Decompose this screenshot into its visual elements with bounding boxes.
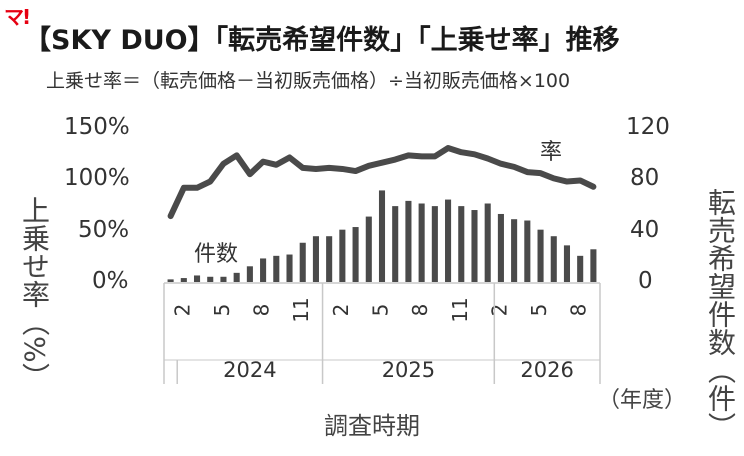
bar-mark — [511, 219, 518, 282]
right-axis-label: 転売希望件数（件） — [704, 188, 737, 440]
year-label: 2024 — [223, 358, 276, 382]
bar-mark — [590, 249, 597, 282]
chart-title: 【SKY DUO】「転売希望件数」「上乗せ率」推移 — [24, 25, 620, 56]
left-tick-label: 50% — [78, 217, 130, 243]
bar-mark — [352, 227, 359, 282]
bar-mark — [193, 275, 201, 282]
left-tick-label: 0% — [92, 268, 129, 294]
x-tick-label: 2 — [487, 304, 511, 317]
bar-mark — [431, 206, 438, 282]
bar-mark — [537, 229, 544, 282]
x-tick-label: 8 — [250, 304, 274, 317]
x-tick-label: 5 — [210, 304, 234, 317]
bar-mark — [418, 203, 425, 282]
right-tick-label: 0 — [638, 268, 653, 294]
bar-mark — [299, 242, 306, 282]
right-tick-label: 40 — [630, 217, 660, 243]
bar-mark — [365, 216, 372, 282]
chart-subtitle: 上乗せ率＝（転売価格－当初販売価格）÷当初販売価格×100 — [46, 70, 571, 92]
bar-mark — [497, 213, 504, 282]
bar-mark — [524, 220, 531, 282]
x-unit-label: （年度） — [598, 388, 687, 413]
bar-mark — [550, 236, 557, 282]
x-tick-label: 5 — [527, 304, 551, 317]
right-tick-label: 80 — [630, 165, 660, 191]
bar-mark — [233, 272, 240, 282]
bar-mark — [405, 200, 412, 282]
x-tick-label: 11 — [448, 297, 472, 322]
x-tick-label: 2 — [170, 304, 194, 317]
x-tick-label: 2 — [329, 304, 353, 317]
bar-mark — [312, 236, 319, 282]
x-axis-label: 調査時期 — [324, 412, 420, 440]
bar-mark — [326, 236, 333, 282]
year-label: 2026 — [520, 358, 573, 382]
bar-mark — [392, 206, 399, 282]
bar-mark — [167, 279, 174, 282]
annotation-count: 件数 — [194, 242, 239, 267]
x-tick-label: 8 — [567, 304, 591, 317]
annotation-rate: 率 — [540, 140, 563, 165]
left-tick-label: 150% — [64, 114, 130, 140]
bar-mark — [339, 229, 346, 282]
brand-logo: マ! — [4, 5, 31, 29]
bar-mark — [484, 203, 491, 282]
left-tick-label: 100% — [64, 165, 130, 191]
bar-mark — [180, 278, 187, 282]
bar-mark — [260, 258, 267, 282]
bar-mark — [273, 255, 280, 282]
bar-mark — [577, 255, 584, 282]
bar-mark — [563, 245, 571, 282]
year-label: 2025 — [382, 358, 435, 382]
bar-mark — [220, 276, 227, 282]
x-tick-label: 5 — [369, 304, 393, 317]
x-tick-label: 8 — [408, 304, 432, 317]
bar-mark — [286, 254, 293, 282]
bar-mark — [246, 266, 253, 282]
bar-mark — [458, 206, 465, 282]
left-axis-label: 上乗せ率（%） — [18, 196, 51, 391]
bar-mark — [207, 276, 214, 282]
bar-mark — [378, 190, 386, 282]
x-tick-label: 11 — [289, 297, 313, 322]
bar-mark — [445, 199, 452, 282]
bar-mark — [471, 210, 478, 282]
right-tick-label: 120 — [626, 114, 670, 140]
